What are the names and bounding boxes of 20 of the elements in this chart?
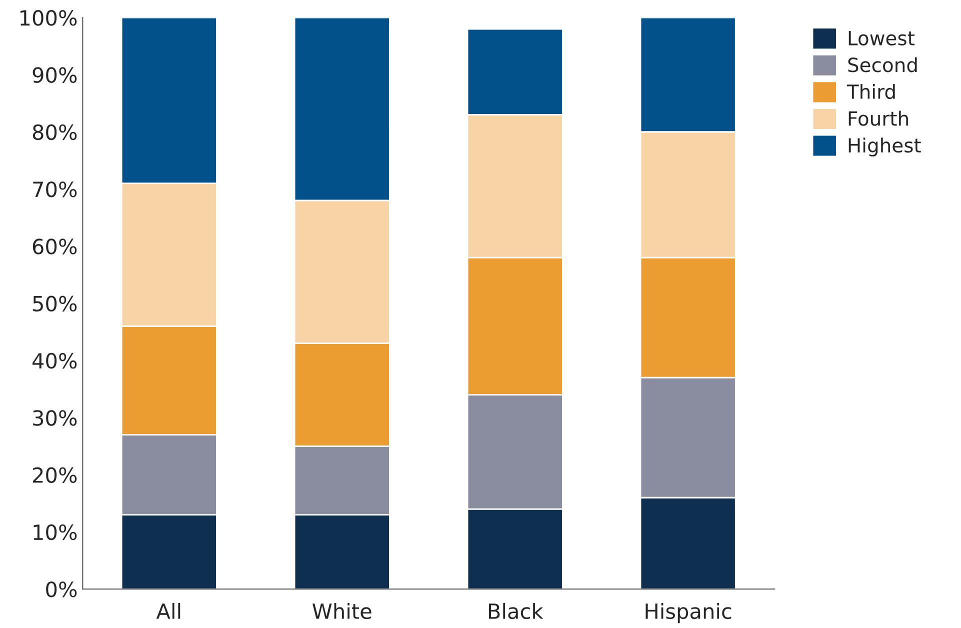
legend-label: Second [848,57,917,72]
legend-label: Lowest [848,31,915,46]
y-tick-label: 70% [33,181,77,198]
y-tick-label: 60% [32,238,77,254]
y-tick-label: 0% [46,582,77,598]
y-tick-label: 80% [32,124,77,140]
x-tick-label: All [156,602,180,619]
y-tick-label: 40% [32,352,77,369]
legend-label: Fourth [848,110,908,126]
y-tick-label: 90% [32,67,77,83]
y-tick-label: 100% [20,10,77,26]
y-tick-label: 50% [33,296,77,312]
legend-label: Highest [848,138,921,156]
y-tick-label: 20% [33,467,77,483]
y-tick-label: 10% [34,524,77,540]
legend-label: Third [846,84,895,100]
y-tick-label: 30% [33,410,77,426]
x-tick-label: Hispanic [646,602,732,624]
x-tick-label: Black [488,602,544,620]
x-tick-label: White [312,602,372,620]
